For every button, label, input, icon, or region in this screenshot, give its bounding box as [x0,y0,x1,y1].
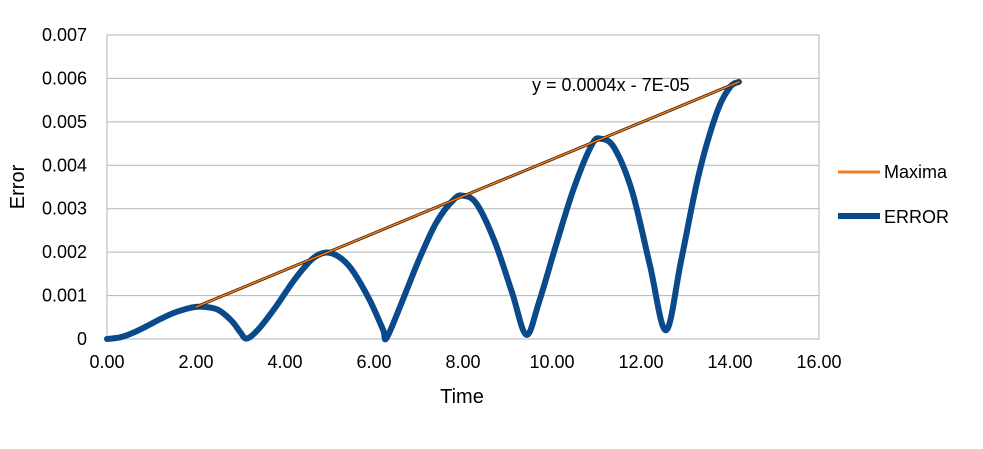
x-tick-label: 4.00 [267,352,302,372]
y-tick-label: 0.007 [42,25,87,45]
series-line-error [104,78,742,343]
x-axis-title: Time [440,386,484,408]
x-tick-label: 8.00 [445,352,480,372]
y-tick-label: 0.005 [42,112,87,132]
gridlines [107,34,819,297]
x-tick-label: 14.00 [707,352,752,372]
x-tick-label: 0.00 [89,352,124,372]
y-axis-ticks: 0 0.001 0.002 0.003 0.004 0.005 0.006 0.007 [42,25,87,349]
y-tick-label: 0.003 [42,199,87,219]
plot-area-border [106,34,820,340]
y-tick-label: 0.004 [42,155,87,175]
legend-label-error: ERROR [884,207,949,227]
legend: Maxima ERROR [838,162,949,227]
x-tick-label: 10.00 [529,352,574,372]
y-tick-label: 0.001 [42,286,87,306]
x-axis-ticks: 0.00 2.00 4.00 6.00 8.00 10.00 12.00 14.00 16.00 [89,352,841,372]
x-tick-label: 6.00 [356,352,391,372]
x-tick-label: 12.00 [618,352,663,372]
y-tick-label: 0.002 [42,242,87,262]
series-layer [104,78,742,343]
x-tick-label: 2.00 [178,352,213,372]
legend-label-maxima: Maxima [884,162,948,182]
y-tick-label: 0 [77,329,87,349]
series-line-maxima [195,81,740,308]
trendline-equation: y = 0.0004x - 7E-05 [532,75,690,95]
y-axis-title: Error [7,164,29,209]
x-tick-label: 16.00 [796,352,841,372]
y-tick-label: 0.006 [42,68,87,88]
